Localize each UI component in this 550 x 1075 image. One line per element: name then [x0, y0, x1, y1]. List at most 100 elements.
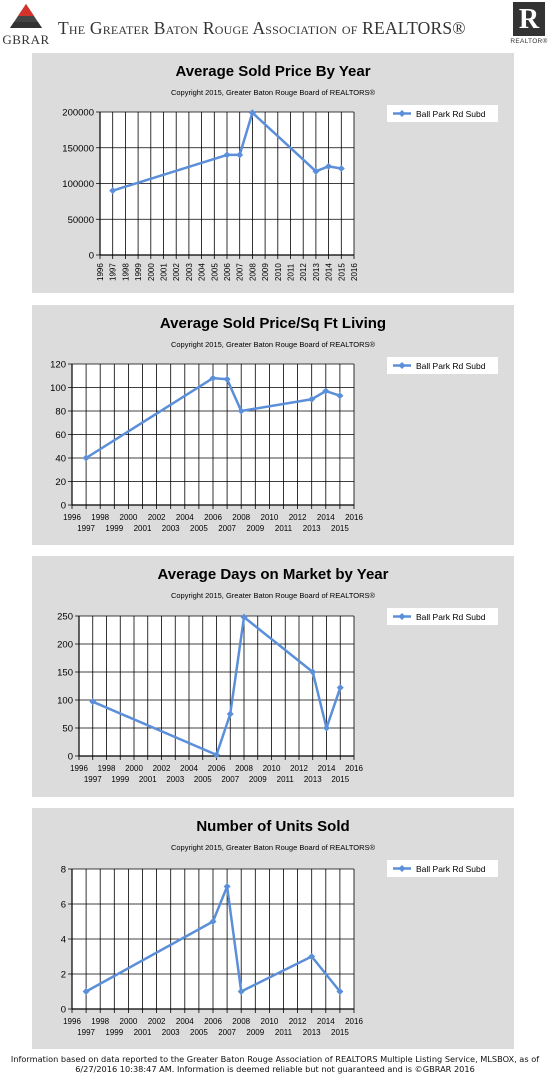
x-tick-label: 2005 — [194, 775, 212, 784]
x-tick-label: 2016 — [350, 263, 359, 281]
legend-marker — [398, 865, 406, 872]
y-tick-label: 120 — [50, 360, 66, 371]
data-point — [322, 387, 330, 395]
x-tick-label: 2008 — [232, 513, 250, 522]
x-tick-label: 1996 — [63, 513, 81, 522]
x-tick-label: 2002 — [148, 513, 166, 522]
chart-panel-avg-sold-price: Average Sold Price By Year Copyright 2015… — [32, 53, 514, 293]
x-tick-label: 2015 — [337, 263, 346, 281]
x-tick-label: 1999 — [111, 775, 129, 784]
x-tick-label: 1998 — [121, 263, 130, 281]
data-point — [109, 187, 117, 195]
x-tick-label: 2005 — [190, 1028, 208, 1037]
x-tick-label: 2000 — [125, 764, 143, 773]
data-point — [248, 109, 256, 117]
x-tick-label: 2002 — [172, 263, 181, 281]
legend-box — [387, 357, 498, 374]
data-point — [336, 392, 344, 400]
realtor-logo-caption: REALTOR® — [510, 38, 548, 45]
chart-days-on-market: Average Days on Market by Year Copyright … — [57, 566, 498, 784]
chart-panel-units-sold: Number of Units Sold Copyright 2015, Grea… — [32, 808, 514, 1049]
data-point — [89, 698, 97, 706]
legend-box — [387, 608, 498, 625]
x-tick-label: 2009 — [249, 775, 267, 784]
chart-subtitle: Copyright 2015, Greater Baton Rouge Boar… — [171, 340, 376, 349]
x-tick-label: 2004 — [198, 263, 207, 281]
legend-box — [387, 105, 498, 122]
y-tick-label: 100000 — [62, 179, 94, 190]
x-tick-label: 1998 — [91, 1017, 109, 1026]
y-tick-label: 60 — [55, 430, 66, 441]
x-tick-label: 2010 — [274, 263, 283, 281]
x-tick-label: 2006 — [204, 1017, 222, 1026]
y-tick-label: 250 — [57, 612, 73, 623]
chart-title: Number of Units Sold — [196, 818, 349, 835]
gbrar-logo: GBRAR — [2, 2, 50, 47]
x-tick-label: 2006 — [208, 764, 226, 773]
chart-title: Average Sold Price/Sq Ft Living — [160, 315, 386, 332]
legend: Ball Park Rd Subd — [387, 608, 498, 625]
x-tick-label: 2006 — [223, 263, 232, 281]
x-tick-label: 2016 — [345, 513, 363, 522]
legend-marker — [398, 110, 406, 117]
chart-panel-days-on-market: Average Days on Market by Year Copyright … — [32, 556, 514, 797]
data-point — [82, 988, 90, 995]
x-tick-label: 1997 — [77, 524, 95, 533]
x-tick-label: 2012 — [289, 1017, 307, 1026]
y-tick-label: 40 — [55, 454, 66, 465]
data-point — [223, 375, 231, 383]
x-tick-label: 2011 — [275, 524, 293, 533]
y-tick-label: 50 — [62, 724, 73, 735]
x-tick-label: 2009 — [246, 524, 264, 533]
disclaimer-footer: Information based on data reported to th… — [0, 1054, 550, 1074]
chart-panel-price-per-sqft: Average Sold Price/Sq Ft Living Copyright… — [32, 305, 514, 545]
x-tick-label: 2014 — [317, 1017, 335, 1026]
x-tick-label: 2005 — [210, 263, 219, 281]
x-tick-label: 1996 — [96, 263, 105, 281]
y-tick-label: 100 — [57, 696, 73, 707]
x-tick-label: 1998 — [98, 764, 116, 773]
x-tick-label: 2000 — [120, 513, 138, 522]
y-tick-label: 200000 — [62, 108, 94, 119]
data-point — [336, 988, 344, 995]
y-tick-label: 80 — [55, 407, 66, 418]
x-tick-label: 2016 — [345, 764, 363, 773]
y-tick-label: 0 — [68, 752, 73, 763]
x-tick-label: 2013 — [304, 775, 322, 784]
x-tick-label: 2012 — [289, 513, 307, 522]
series-line — [85, 885, 341, 993]
chart-subtitle: Copyright 2015, Greater Baton Rouge Boar… — [171, 591, 376, 600]
y-tick-label: 0 — [61, 501, 66, 512]
data-point — [237, 407, 245, 415]
x-tick-label: 1997 — [77, 1028, 95, 1037]
x-tick-label: 2016 — [345, 1017, 363, 1026]
chart-subtitle: Copyright 2015, Greater Baton Rouge Boar… — [171, 843, 376, 852]
y-tick-label: 150 — [57, 668, 73, 679]
data-point — [308, 395, 316, 403]
x-tick-label: 2001 — [134, 524, 152, 533]
data-point — [82, 454, 90, 462]
x-tick-label: 2014 — [317, 513, 335, 522]
x-tick-label: 2010 — [263, 764, 281, 773]
x-tick-label: 2009 — [246, 1028, 264, 1037]
y-tick-label: 8 — [61, 865, 66, 876]
legend-box — [387, 860, 498, 877]
legend-label: Ball Park Rd Subd — [416, 864, 486, 874]
x-tick-label: 1997 — [109, 263, 118, 281]
x-tick-label: 2007 — [218, 524, 236, 533]
x-tick-label: 1999 — [134, 263, 143, 281]
x-tick-label: 2004 — [176, 513, 194, 522]
y-tick-label: 4 — [61, 935, 66, 946]
x-tick-label: 2011 — [287, 263, 296, 281]
data-point — [336, 684, 344, 692]
x-tick-label: 2012 — [299, 263, 308, 281]
data-point — [308, 953, 316, 960]
x-tick-label: 2007 — [221, 775, 239, 784]
y-tick-label: 200 — [57, 640, 73, 651]
y-tick-label: 0 — [89, 251, 94, 262]
chart-title: Average Sold Price By Year — [175, 63, 370, 80]
y-tick-label: 2 — [61, 970, 66, 981]
x-tick-label: 2003 — [162, 1028, 180, 1037]
x-tick-label: 2000 — [120, 1017, 138, 1026]
disclaimer-line-1: Information based on data reported to th… — [10, 1054, 540, 1064]
